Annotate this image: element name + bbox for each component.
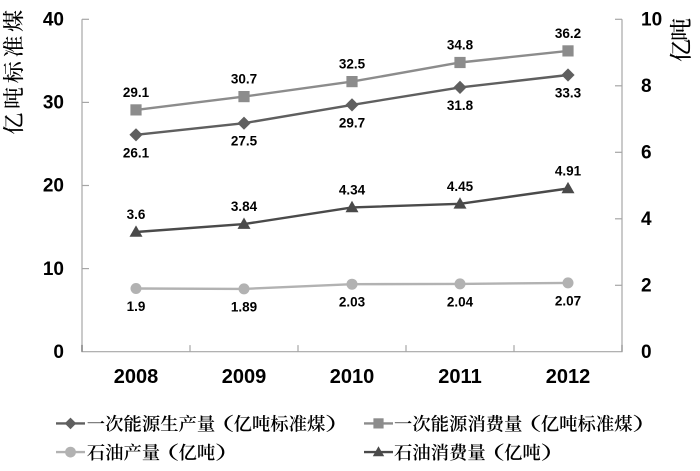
svg-text:29.7: 29.7 [339,115,365,130]
svg-text:0: 0 [53,342,64,363]
svg-text:10: 10 [641,10,662,31]
svg-text:27.5: 27.5 [231,134,258,149]
svg-text:30: 30 [43,93,64,114]
svg-text:30.7: 30.7 [231,72,257,87]
svg-text:2008: 2008 [114,366,159,388]
svg-text:20: 20 [43,176,64,197]
svg-text:34.8: 34.8 [447,38,474,53]
svg-text:4.45: 4.45 [447,179,474,194]
svg-text:3.6: 3.6 [127,207,146,222]
svg-text:10: 10 [43,259,64,280]
svg-text:2009: 2009 [222,366,267,388]
svg-text:40: 40 [43,10,64,31]
svg-text:4.91: 4.91 [555,164,582,179]
svg-text:26.1: 26.1 [123,145,150,160]
svg-text:1.9: 1.9 [127,299,146,314]
svg-text:8: 8 [641,76,652,97]
svg-text:2: 2 [641,276,652,297]
svg-text:1.89: 1.89 [231,299,257,314]
svg-text:2.04: 2.04 [447,294,474,309]
svg-text:4: 4 [641,209,652,230]
svg-text:6: 6 [641,143,652,164]
svg-text:2012: 2012 [546,366,591,388]
svg-text:33.3: 33.3 [555,86,582,101]
svg-text:31.8: 31.8 [447,98,474,113]
svg-text:29.1: 29.1 [123,85,150,100]
svg-text:2.03: 2.03 [339,295,366,310]
svg-text:3.84: 3.84 [231,199,258,214]
svg-text:36.2: 36.2 [555,26,581,41]
svg-text:4.34: 4.34 [339,183,366,198]
svg-text:2.07: 2.07 [555,293,581,308]
svg-text:2011: 2011 [438,366,481,388]
svg-text:32.5: 32.5 [339,57,366,72]
svg-text:0: 0 [641,342,652,363]
svg-text:2010: 2010 [330,366,375,388]
